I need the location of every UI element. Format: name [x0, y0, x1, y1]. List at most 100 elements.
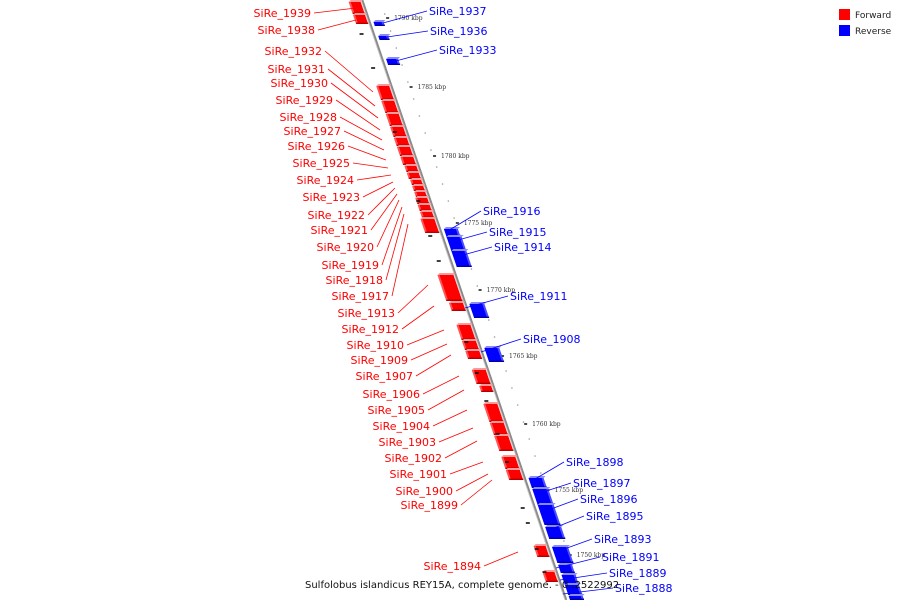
leader-line-sire-1902 — [444, 440, 478, 459]
track-dot — [407, 81, 409, 83]
reverse-gene-block-16 — [568, 594, 585, 600]
gene-label-sire-1932: SiRe_1932 — [265, 45, 322, 58]
gene-label-sire-1911: SiRe_1911 — [510, 290, 567, 303]
track-dot — [383, 13, 386, 15]
gene-label-sire-1922: SiRe_1922 — [308, 209, 365, 222]
forward-gene-block-22 — [465, 349, 483, 359]
track-dot — [540, 472, 542, 474]
gene-label-sire-1933: SiRe_1933 — [439, 44, 496, 57]
forward-gene-block-11 — [410, 178, 424, 185]
reverse-gene-block-10 — [537, 503, 561, 525]
leader-line-sire-1903 — [438, 427, 474, 443]
gene-label-sire-1912: SiRe_1912 — [342, 323, 399, 336]
feature-dash-12 — [525, 522, 530, 524]
leader-line-sire-1894 — [483, 551, 519, 567]
forward-gene-block-17 — [420, 217, 440, 233]
gene-label-sire-1895: SiRe_1895 — [586, 510, 643, 523]
legend: Forward Reverse — [839, 9, 892, 37]
leader-line-sire-1928 — [339, 116, 383, 141]
leader-line-sire-1916 — [445, 210, 482, 233]
tick-label-1785-kbp: 1785 kbp — [418, 84, 447, 91]
genome-caption: Sulfolobus islandicus REY15A, complete g… — [305, 580, 619, 591]
tick-mark — [524, 423, 528, 425]
track-dot — [488, 319, 490, 321]
leader-line-sire-1933 — [391, 49, 438, 63]
track-dot — [505, 370, 507, 372]
gene-label-sire-1910: SiRe_1910 — [347, 339, 404, 352]
reverse-gene-block-4 — [446, 235, 467, 251]
dot-track — [383, 13, 583, 593]
leader-line-sire-1899 — [460, 479, 493, 506]
leader-line-sire-1888 — [562, 587, 614, 595]
track-dot — [493, 336, 496, 338]
gene-label-sire-1931: SiRe_1931 — [268, 63, 325, 76]
gene-label-sire-1927: SiRe_1927 — [284, 125, 341, 138]
track-dot — [418, 115, 421, 117]
gene-label-sire-1929: SiRe_1929 — [276, 94, 333, 107]
gene-label-sire-1894: SiRe_1894 — [424, 560, 481, 573]
tick-label-1750-kbp: 1750 kbp — [577, 552, 606, 559]
tick-label-1790-kbp: 1790 kbp — [394, 15, 423, 22]
forward-gene-block-24 — [479, 384, 494, 392]
label-leader-lines — [313, 7, 614, 595]
forward-gene-block-28 — [501, 455, 520, 469]
gene-label-sire-1938: SiRe_1938 — [258, 24, 315, 37]
tick-mark — [501, 355, 505, 357]
gene-label-sire-1920: SiRe_1920 — [317, 241, 374, 254]
gene-label-sire-1903: SiRe_1903 — [379, 436, 436, 449]
legend-forward-label: Forward — [855, 11, 891, 21]
track-dot — [412, 98, 415, 100]
reverse-gene-block-13 — [558, 563, 575, 573]
feature-dash-7 — [474, 372, 479, 374]
feature-dash-14 — [542, 571, 547, 573]
leader-line-sire-1893 — [555, 538, 593, 553]
gene-label-sire-1909: SiRe_1909 — [351, 354, 408, 367]
leader-line-sire-1904 — [432, 409, 468, 427]
forward-gene-block-16 — [420, 210, 435, 218]
tick-label-1760-kbp: 1760 kbp — [532, 421, 561, 428]
leader-line-sire-1889 — [559, 572, 608, 581]
track-dot — [470, 268, 473, 270]
gene-label-sire-1924: SiRe_1924 — [297, 174, 354, 187]
gene-label-sire-1916: SiRe_1916 — [483, 205, 540, 218]
legend-forward-swatch — [839, 9, 850, 20]
leader-line-sire-1896 — [542, 498, 579, 513]
feature-dash-8 — [484, 400, 489, 402]
leader-line-sire-1924 — [356, 174, 392, 181]
gene-label-sire-1928: SiRe_1928 — [280, 111, 337, 124]
gene-label-sire-1918: SiRe_1918 — [326, 274, 383, 287]
reverse-gene-block-7 — [484, 346, 505, 362]
leader-line-sire-1915 — [450, 231, 488, 243]
leader-line-sire-1897 — [536, 482, 572, 495]
legend-reverse-swatch — [839, 25, 850, 36]
gene-label-sire-1901: SiRe_1901 — [390, 468, 447, 481]
gene-label-sire-1936: SiRe_1936 — [430, 25, 487, 38]
track-dot — [430, 149, 432, 151]
tick-mark — [478, 289, 482, 291]
feature-dash-3 — [416, 200, 421, 202]
gene-label-sire-1906: SiRe_1906 — [363, 388, 420, 401]
gene-label-sire-1902: SiRe_1902 — [385, 452, 442, 465]
leader-line-sire-1927 — [343, 130, 385, 151]
leader-line-sire-1930 — [330, 82, 379, 119]
track-dot — [511, 387, 513, 389]
gene-label-sire-1915: SiRe_1915 — [489, 226, 546, 239]
feature-dash-13 — [534, 548, 539, 550]
track-dot — [395, 47, 398, 49]
forward-gene-block-13 — [414, 190, 428, 197]
track-dot — [522, 421, 525, 423]
leader-line-sire-1920 — [376, 199, 400, 248]
forward-gene-block-14 — [415, 196, 430, 204]
track-dot — [516, 404, 519, 406]
leader-line-sire-1917 — [391, 223, 409, 297]
leader-line-sire-1918 — [385, 213, 405, 281]
gene-label-sire-1893: SiRe_1893 — [594, 533, 651, 546]
feature-dash-1 — [371, 67, 376, 69]
gene-label-sire-1913: SiRe_1913 — [338, 307, 395, 320]
leader-line-sire-1919 — [381, 206, 403, 266]
track-dot — [441, 183, 444, 185]
leader-line-sire-1911 — [464, 295, 509, 309]
tick-label-1780-kbp: 1780 kbp — [441, 153, 470, 160]
tick-label-1775-kbp: 1775 kbp — [464, 220, 493, 227]
gene-label-sire-1908: SiRe_1908 — [523, 333, 580, 346]
